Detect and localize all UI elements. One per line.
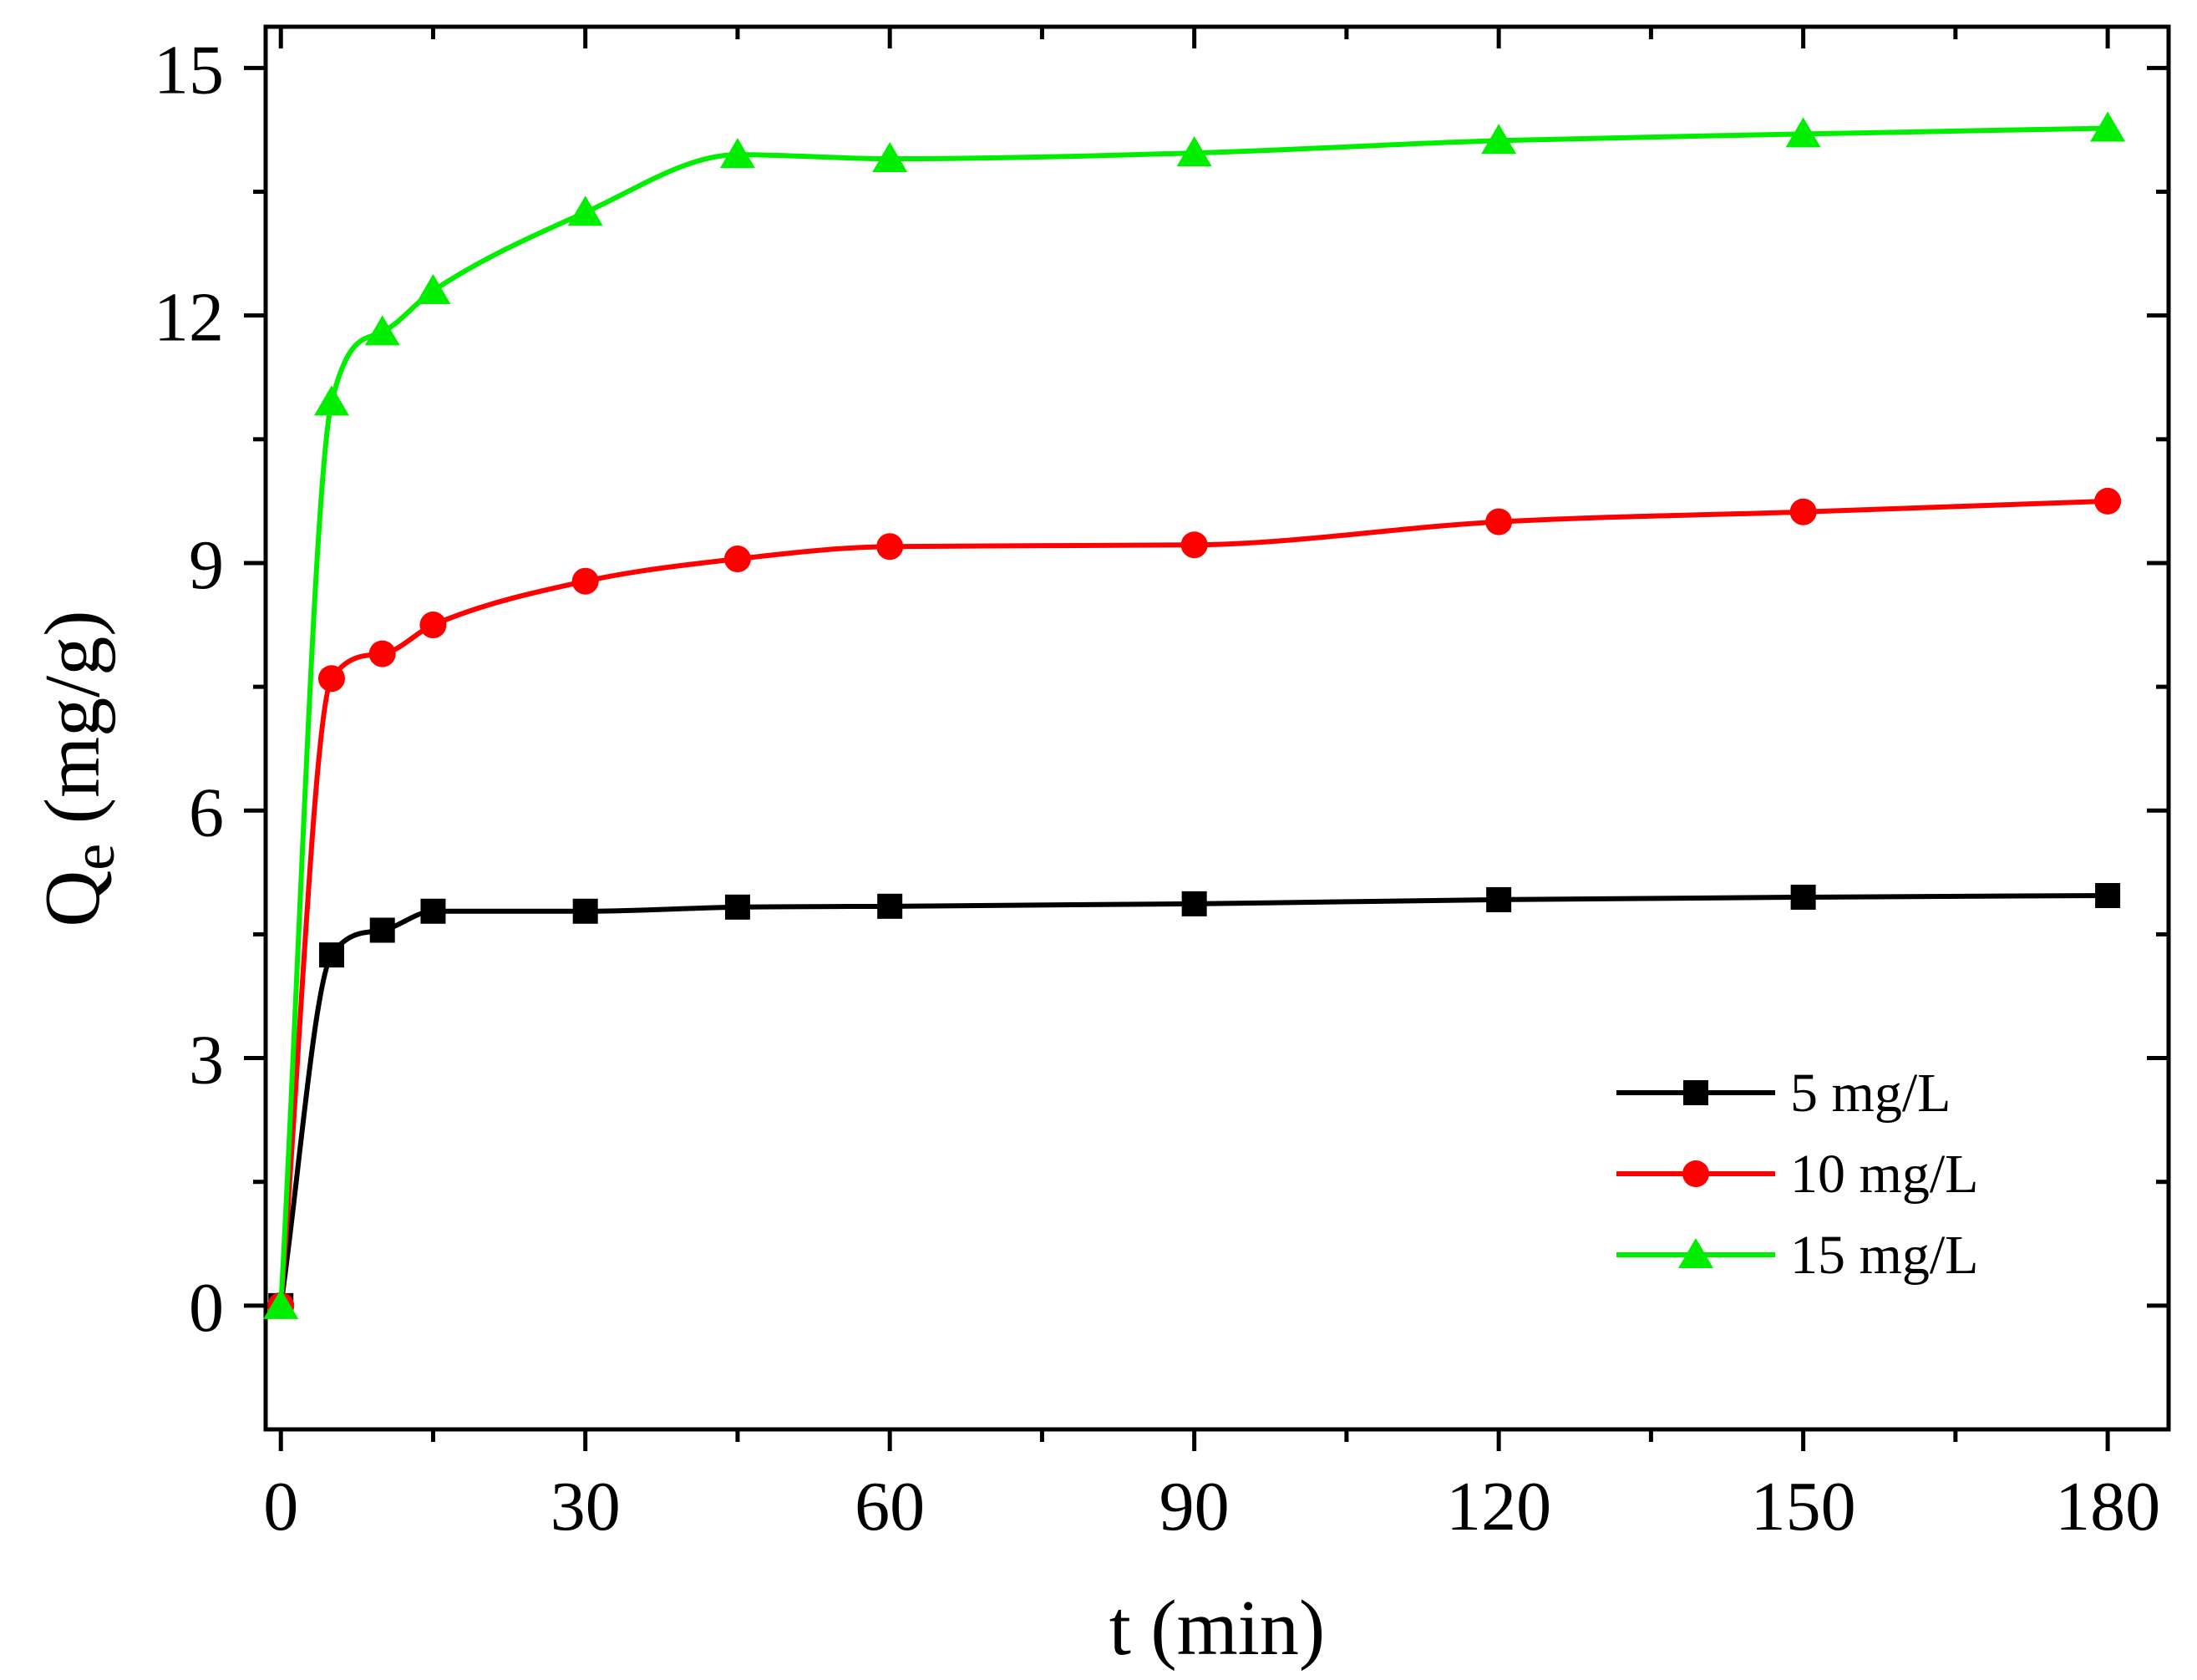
x-tick-label: 180 [2055, 1468, 2160, 1545]
x-axis-title: t (min) [1109, 1585, 1325, 1672]
data-point-3-10 [2090, 111, 2126, 142]
y-tick-label: 9 [189, 526, 224, 604]
data-point-1-9 [1790, 884, 1816, 910]
data-point-2-9 [1789, 498, 1817, 525]
data-point-2-5 [723, 546, 751, 573]
data-point-3-5 [719, 138, 755, 169]
data-point-1-6 [877, 893, 903, 919]
legend-label-2: 10 mg/L [1790, 1144, 1979, 1205]
y-axis-title-unit: (mg/g) [29, 610, 116, 843]
y-tick-label: 6 [189, 774, 224, 851]
series-curves [278, 125, 2108, 1307]
data-point-2-10 [2094, 487, 2122, 515]
data-point-1-10 [2095, 882, 2121, 908]
data-point-1-8 [1486, 886, 1512, 912]
y-tick-label: 12 [154, 279, 224, 357]
data-point-1-4 [572, 898, 598, 924]
plot-frame [263, 24, 2171, 1432]
data-point-1-5 [724, 894, 750, 920]
data-point-3-4 [567, 195, 603, 226]
legend: 5 mg/L 10 mg/L 15 mg/L [1616, 1063, 1979, 1286]
series-line-1 [278, 892, 2108, 1307]
svg-text:Qe (mg/g): Qe (mg/g) [29, 610, 127, 926]
data-point-2-6 [876, 533, 904, 561]
data-point-3-6 [872, 142, 908, 173]
data-point-2-4 [571, 567, 599, 595]
x-tick-label: 0 [263, 1468, 298, 1545]
y-tick-label: 3 [189, 1022, 224, 1099]
data-point-2-2 [368, 640, 396, 667]
y-axis-title: Qe (mg/g) [29, 610, 127, 926]
legend-marker-2 [1682, 1160, 1709, 1187]
x-tick-label: 60 [855, 1468, 925, 1545]
legend-label-3: 15 mg/L [1790, 1225, 1979, 1286]
data-point-1-2 [369, 917, 395, 943]
data-point-2-1 [317, 665, 345, 693]
data-point-3-7 [1176, 136, 1212, 167]
data-point-3-9 [1785, 117, 1821, 148]
axis-ticks [244, 27, 2169, 1451]
data-point-2-7 [1180, 531, 1208, 559]
x-tick-label: 120 [1446, 1468, 1551, 1545]
x-tick-label: 30 [551, 1468, 621, 1545]
tick-labels: 0 30 60 90 120 150 180 0 3 6 9 12 15 [154, 31, 2160, 1545]
y-tick-label: 15 [154, 31, 224, 109]
legend-marker-3 [1678, 1238, 1713, 1268]
x-tick-label: 150 [1751, 1468, 1856, 1545]
data-point-1-3 [420, 898, 446, 924]
series-markers [263, 111, 2126, 1319]
data-point-2-3 [419, 612, 447, 639]
y-axis-title-main: Q [29, 870, 116, 927]
x-tick-label: 90 [1159, 1468, 1230, 1545]
data-point-3-1 [313, 385, 349, 416]
data-point-3-0 [263, 1288, 299, 1319]
data-point-3-2 [364, 315, 400, 346]
legend-marker-1 [1683, 1080, 1708, 1105]
data-point-1-7 [1181, 891, 1207, 916]
data-point-3-8 [1481, 124, 1517, 155]
data-point-3-3 [415, 274, 451, 305]
data-point-1-1 [318, 942, 344, 968]
y-tick-label: 0 [189, 1269, 224, 1347]
data-point-2-8 [1485, 508, 1513, 535]
y-axis-title-sub: e [60, 844, 127, 870]
legend-label-1: 5 mg/L [1790, 1063, 1951, 1124]
series-line-3 [278, 125, 2108, 1307]
